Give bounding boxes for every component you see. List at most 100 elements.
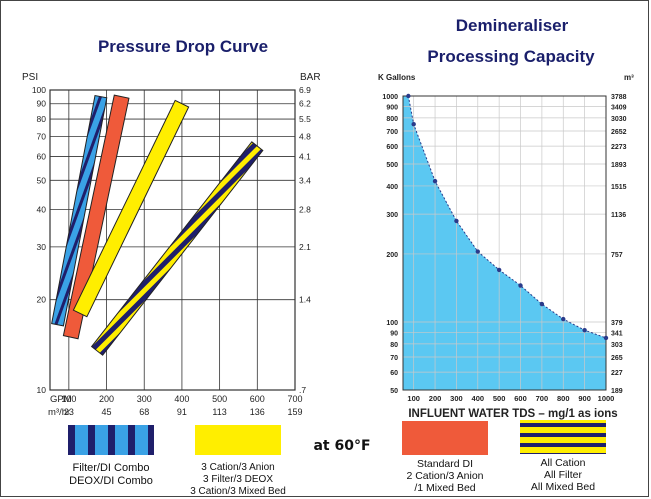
right-y-tick-label: 80 xyxy=(390,342,398,349)
right-y-tick-m3: 379 xyxy=(611,320,623,327)
left-y-tick-bar: 2.1 xyxy=(299,242,311,252)
right-y-tick-label: 70 xyxy=(390,355,398,362)
left-y-tick-label: 70 xyxy=(37,131,47,141)
right-plot-border xyxy=(402,95,607,391)
left-x-tick-label: 600 xyxy=(250,394,265,404)
left-y-tick-bar: 6.2 xyxy=(299,99,311,109)
legend-item-1-line-1: Filter/DI Combo xyxy=(72,462,149,474)
right-y-tick-m3: 303 xyxy=(611,342,623,349)
right-data-point xyxy=(454,218,459,224)
legend-swatch-yellow xyxy=(195,425,281,455)
right-x-tick-label: 300 xyxy=(450,394,463,403)
right-data-point xyxy=(475,249,480,254)
right-y-tick-m3: 189 xyxy=(611,388,623,395)
legend-swatch-orange xyxy=(402,421,488,455)
left-band-solid-orange xyxy=(62,94,130,340)
legend-item-2-line-1: 3 Cation/3 Anion xyxy=(201,462,274,473)
left-chart-title: Pressure Drop Curve xyxy=(98,37,268,56)
left-y-tick-label: 90 xyxy=(37,99,47,109)
left-x-tick-label: 100 xyxy=(61,394,76,404)
right-y-tick-label: 50 xyxy=(390,388,398,395)
left-x-tick-m3: 23 xyxy=(64,407,74,417)
right-data-point xyxy=(406,93,411,99)
right-y-tick-m3: 1893 xyxy=(611,162,627,169)
legend-item-3-line-2: 2 Cation/3 Anion xyxy=(406,470,483,482)
left-y-tick-bar: 1.4 xyxy=(299,295,311,305)
right-chart-title-line1: Demineraliser xyxy=(456,16,569,35)
left-band-solid-yellow xyxy=(72,99,190,318)
right-y-tick-m3: 265 xyxy=(611,355,623,362)
right-x-tick-label: 400 xyxy=(472,394,485,403)
left-y-tick-label: 100 xyxy=(32,85,46,95)
right-y-tick-m3: 227 xyxy=(611,370,623,377)
right-x-tick-label: 500 xyxy=(493,394,506,403)
right-x-tick-label: 1000 xyxy=(598,394,615,403)
legend-item-2-line-3: 3 Cation/3 Mixed Bed xyxy=(190,486,286,497)
right-y-tick-label: 300 xyxy=(386,212,398,219)
left-x-tick-m3: 113 xyxy=(212,407,226,417)
left-x-tick-label: 200 xyxy=(99,394,114,404)
right-y-tick-m3: 3030 xyxy=(611,116,627,123)
left-x-tick-label: 500 xyxy=(212,394,227,404)
left-x-tick-label: 400 xyxy=(174,394,189,404)
left-y-tick-label: 30 xyxy=(37,242,47,252)
left-y-tick-bar: 3.4 xyxy=(299,175,311,185)
right-x-tick-label: 900 xyxy=(578,394,591,403)
right-y-tick-label: 100 xyxy=(386,320,398,327)
right-y-tick-label: 600 xyxy=(386,144,398,151)
left-x-tick-m3: 159 xyxy=(287,407,302,417)
left-x-tick-m3: 45 xyxy=(102,407,112,417)
left-y-tick-label: 50 xyxy=(37,175,47,185)
left-chart-bands xyxy=(51,94,264,356)
right-data-point xyxy=(496,267,502,273)
right-kgallons-unit: K Gallons xyxy=(378,73,416,82)
right-y-tick-label: 700 xyxy=(386,129,398,136)
left-x-tick-m3: 136 xyxy=(250,407,265,417)
legend-item-4-line-1: All Cation xyxy=(541,457,586,469)
right-y-tick-label: 500 xyxy=(386,162,398,169)
right-y-tick-label: 800 xyxy=(386,116,398,123)
left-x-tick-label: 700 xyxy=(287,394,302,404)
left-y-tick-label: 40 xyxy=(37,204,47,214)
right-xlabel: INFLUENT WATER TDS – mg/1 as ions xyxy=(408,408,617,420)
left-y-tick-label: 20 xyxy=(37,295,47,305)
left-x-tick-m3: 91 xyxy=(177,407,187,417)
left-band-navy-yellow-hatch xyxy=(90,141,264,356)
right-m3-unit: m³ xyxy=(624,73,634,82)
right-chart-ticks: 100 200 300 400 500 600 700 800 900 1000 50 189 60 22… xyxy=(382,94,626,403)
left-m3hr-unit: m³/hr xyxy=(48,407,70,418)
left-x-tick-label: 300 xyxy=(137,394,152,404)
right-data-point xyxy=(561,316,566,322)
left-y-tick-label: 80 xyxy=(37,114,47,124)
right-y-tick-label: 400 xyxy=(386,184,398,191)
left-psi-unit: PSI xyxy=(22,72,38,83)
left-y-tick-bar: 4.8 xyxy=(299,131,311,141)
right-y-tick-m3: 1515 xyxy=(611,184,627,191)
right-data-point xyxy=(603,335,609,341)
left-y-tick-bar: 5.5 xyxy=(299,114,311,124)
right-y-tick-label: 1000 xyxy=(382,94,398,101)
right-y-tick-m3: 1136 xyxy=(611,212,626,219)
right-y-tick-m3: 757 xyxy=(611,252,623,259)
right-x-tick-label: 200 xyxy=(429,394,442,403)
right-y-tick-m3: 3409 xyxy=(611,104,627,111)
right-y-tick-label: 200 xyxy=(386,252,398,259)
right-y-tick-m3: 341 xyxy=(611,330,623,337)
right-chart-grid xyxy=(402,95,607,391)
legend-temperature: at 60°F xyxy=(313,438,370,454)
right-x-tick-label: 100 xyxy=(407,394,420,403)
right-data-point xyxy=(432,178,438,184)
right-x-tick-label: 700 xyxy=(536,394,549,403)
legend-item-4-line-3: All Mixed Bed xyxy=(531,481,595,493)
right-area-fill xyxy=(403,96,606,390)
right-x-tick-label: 800 xyxy=(557,394,570,403)
legend-item-3-line-3: /1 Mixed Bed xyxy=(414,482,475,494)
right-y-tick-label: 90 xyxy=(390,330,398,337)
right-y-tick-label: 900 xyxy=(386,104,398,111)
right-data-point xyxy=(582,327,587,333)
right-data-point xyxy=(411,122,416,127)
left-y-tick-label: 10 xyxy=(37,385,47,395)
right-data-point xyxy=(518,283,523,288)
